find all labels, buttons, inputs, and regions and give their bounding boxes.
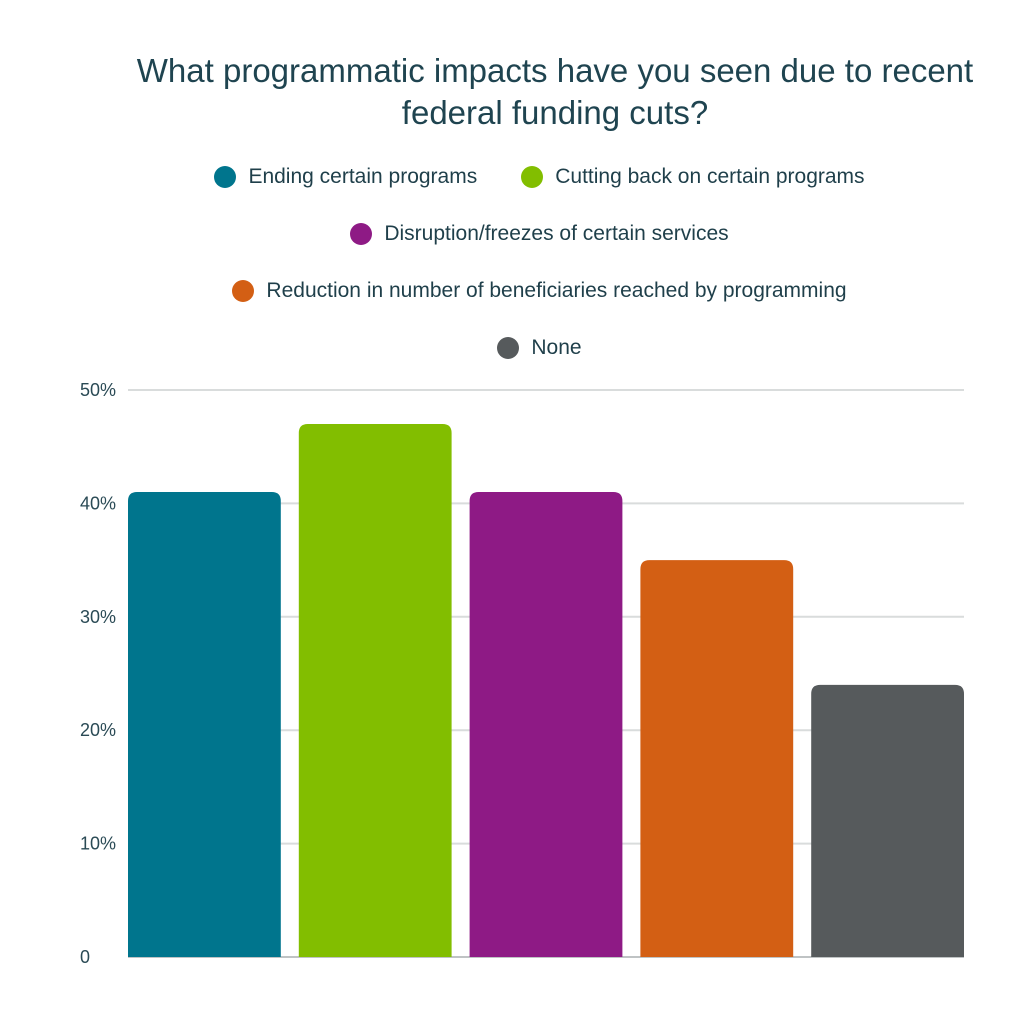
chart-title: What programmatic impacts have you seen … — [136, 52, 974, 131]
legend-row-4: None — [0, 333, 1024, 363]
bar-1 — [128, 492, 281, 957]
legend-label-disruption: Disruption/freezes of certain services — [384, 222, 729, 245]
legend-swatch-cutting-back — [521, 166, 544, 188]
y-tick-label-50: 50% — [80, 380, 116, 400]
legend-swatch-disruption — [350, 223, 373, 245]
legend-item-none: None — [497, 336, 582, 360]
legend-row-2: Disruption/freezes of certain services — [0, 219, 1024, 249]
y-tick-label-0: 0 — [80, 947, 90, 967]
legend-label-reduction: Reduction in number of beneficiaries rea… — [266, 279, 847, 302]
bar-2 — [298, 424, 452, 957]
y-tick-label-40: 40% — [80, 493, 116, 513]
y-tick-label-30: 30% — [80, 607, 116, 627]
bar-3 — [469, 492, 623, 957]
legend-item-cutting-back: Cutting back on certain programs — [521, 165, 865, 189]
legend-row-1: Ending certain programs Cutting back on … — [0, 162, 1024, 192]
legend-label-none: None — [531, 336, 582, 359]
legend-swatch-reduction — [232, 280, 255, 302]
legend-item-ending: Ending certain programs — [214, 165, 477, 189]
legend-label-ending: Ending certain programs — [248, 165, 478, 188]
legend-swatch-ending — [214, 166, 237, 188]
bar-5 — [811, 684, 964, 957]
legend-row-3: Reduction in number of beneficiaries rea… — [0, 276, 1024, 306]
legend-item-disruption: Disruption/freezes of certain services — [350, 222, 729, 246]
y-tick-label-20: 20% — [80, 720, 116, 740]
bar-4 — [640, 560, 794, 957]
legend-label-cutting-back: Cutting back on certain programs — [555, 165, 865, 188]
legend-swatch-none — [497, 337, 520, 359]
legend-item-reduction: Reduction in number of beneficiaries rea… — [232, 279, 847, 303]
y-tick-label-10: 10% — [80, 834, 116, 854]
